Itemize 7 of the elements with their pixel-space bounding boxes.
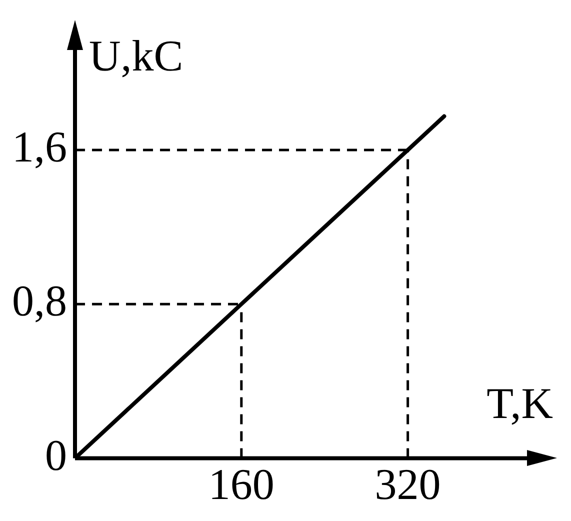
x-tick-label: 160	[208, 460, 274, 510]
x-tick-label: 320	[374, 460, 441, 510]
y-axis-title: U,kC	[89, 31, 184, 80]
y-tick-label: 0,8	[12, 276, 67, 326]
y-tick-label: 0	[45, 430, 67, 480]
x-axis-title: T,K	[486, 379, 554, 428]
y-tick-label: 1,6	[12, 122, 67, 172]
